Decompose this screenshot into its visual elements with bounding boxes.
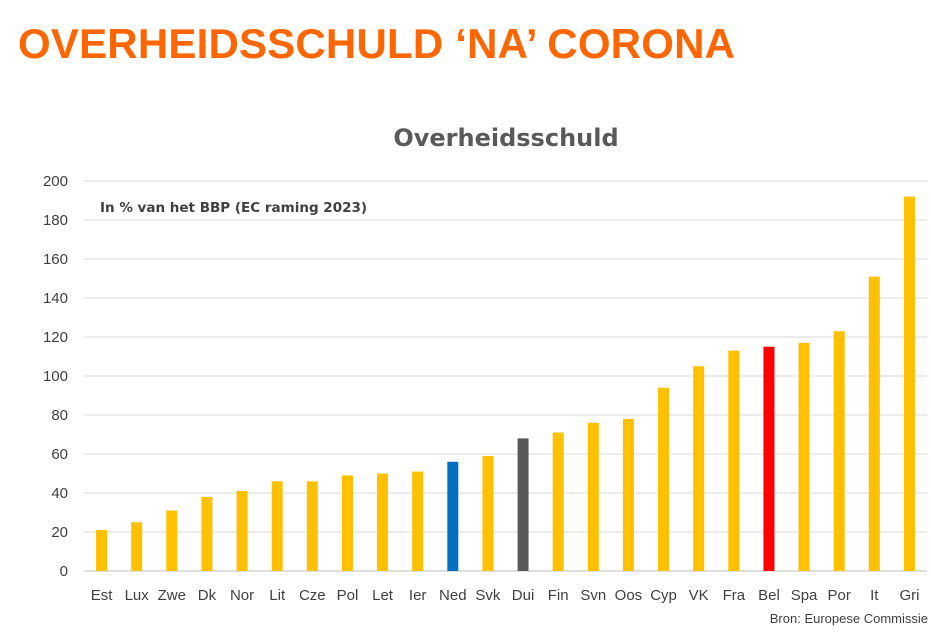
x-tick-label: VK (689, 587, 709, 604)
bar-pol (341, 475, 353, 571)
y-tick-label: 120 (43, 329, 68, 346)
x-tick-label: Let (372, 587, 394, 604)
x-tick-label: Est (91, 587, 114, 604)
x-axis-ticks: Est Lux Zwe Dk Nor Lit Cze Pol Let Ier Ned Svk Dui Fi… (91, 587, 920, 604)
bar-let (377, 473, 389, 571)
x-tick-label: Ned (439, 587, 467, 604)
y-tick-label: 60 (51, 446, 68, 463)
bar-spa (798, 342, 810, 571)
bar-ier (412, 471, 424, 571)
x-tick-label: Zwe (158, 587, 186, 604)
bar-cze (306, 481, 318, 571)
x-tick-label: It (870, 587, 879, 604)
chart-title: Overheidsschuld (393, 124, 618, 152)
bar-oos (622, 418, 634, 571)
gridlines (84, 180, 927, 572)
x-tick-label: Svn (580, 587, 606, 604)
x-tick-label: Nor (230, 587, 254, 604)
bar-cyp (658, 387, 670, 571)
bar-fra (728, 350, 740, 571)
x-tick-label: Gri (899, 587, 919, 604)
x-tick-label: Fra (723, 587, 746, 604)
bar-it (868, 276, 880, 571)
x-tick-label: Svk (475, 587, 501, 604)
x-tick-label: Lit (269, 587, 286, 604)
y-tick-label: 180 (43, 212, 68, 229)
source-note: Bron: Europese Commissie (770, 611, 928, 626)
bar-fin (552, 432, 564, 571)
bar-svk (482, 455, 494, 571)
y-tick-label: 160 (43, 251, 68, 268)
bar-svn (587, 422, 599, 571)
y-tick-label: 200 (43, 173, 68, 190)
y-tick-label: 100 (43, 368, 68, 385)
bar-vk (693, 366, 705, 571)
x-tick-label: Dui (512, 587, 535, 604)
x-tick-label: Cze (299, 587, 326, 604)
bar-est (96, 530, 108, 571)
x-tick-label: Oos (615, 587, 643, 604)
x-tick-label: Pol (337, 587, 359, 604)
bar-lit (271, 481, 283, 571)
slide-title: OVERHEIDSSCHULD ‘NA’ CORONA (18, 20, 736, 67)
x-tick-label: Cyp (650, 587, 677, 604)
bar-por (833, 331, 845, 571)
y-tick-label: 20 (51, 524, 68, 541)
bar-dui (517, 438, 529, 571)
bar-ned (447, 461, 459, 571)
x-tick-label: Lux (125, 587, 150, 604)
bars (96, 196, 915, 571)
bar-nor (236, 491, 248, 571)
bar-zwe (166, 510, 178, 571)
y-tick-label: 140 (43, 290, 68, 307)
x-tick-label: Por (828, 587, 851, 604)
bar-gri (903, 196, 915, 571)
x-tick-label: Dk (198, 587, 217, 604)
y-axis-ticks: 0 20 40 60 80 100 120 140 160 180 200 (43, 173, 68, 580)
y-tick-label: 0 (60, 563, 68, 580)
bar-dk (201, 496, 213, 571)
bar-lux (131, 522, 143, 571)
x-tick-label: Fin (548, 587, 569, 604)
bar-bel (763, 346, 775, 571)
x-tick-label: Ier (409, 587, 427, 604)
y-tick-label: 40 (51, 485, 68, 502)
y-tick-label: 80 (51, 407, 68, 424)
x-tick-label: Spa (791, 587, 818, 604)
chart-annotation: In % van het BBP (EC raming 2023) (100, 200, 367, 216)
x-tick-label: Bel (758, 587, 780, 604)
